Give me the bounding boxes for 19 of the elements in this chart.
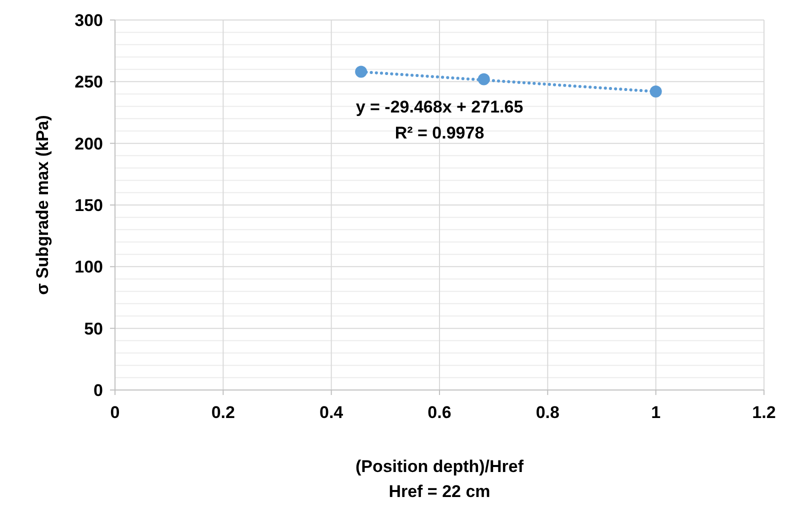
y-tick-label: 150	[74, 196, 103, 215]
y-tick-label: 300	[74, 11, 103, 30]
x-tick-label: 0.4	[320, 403, 344, 422]
y-tick-label: 50	[84, 319, 103, 338]
x-tick-label: 0.8	[536, 403, 560, 422]
point	[650, 86, 662, 98]
x-tick-label: 0	[110, 403, 120, 422]
x-tick-label: 1.2	[752, 403, 776, 422]
y-tick-label: 100	[74, 258, 103, 277]
x-tick-label: 1	[651, 403, 661, 422]
x-tick-label: 0.2	[211, 403, 235, 422]
x-axis-title: (Position depth)/Href Href = 22 cm	[355, 457, 524, 501]
x-tick-label: 0.6	[428, 403, 452, 422]
annotation: R² = 0.9978	[394, 124, 484, 142]
y-axis-title: σ Subgrade max (kPa)	[33, 115, 52, 295]
annotation: y = -29.468x + 271.65	[356, 98, 524, 116]
y-tick-label: 0	[94, 381, 103, 400]
y-tick-label: 250	[74, 72, 103, 92]
y-tick-label: 200	[74, 134, 103, 154]
